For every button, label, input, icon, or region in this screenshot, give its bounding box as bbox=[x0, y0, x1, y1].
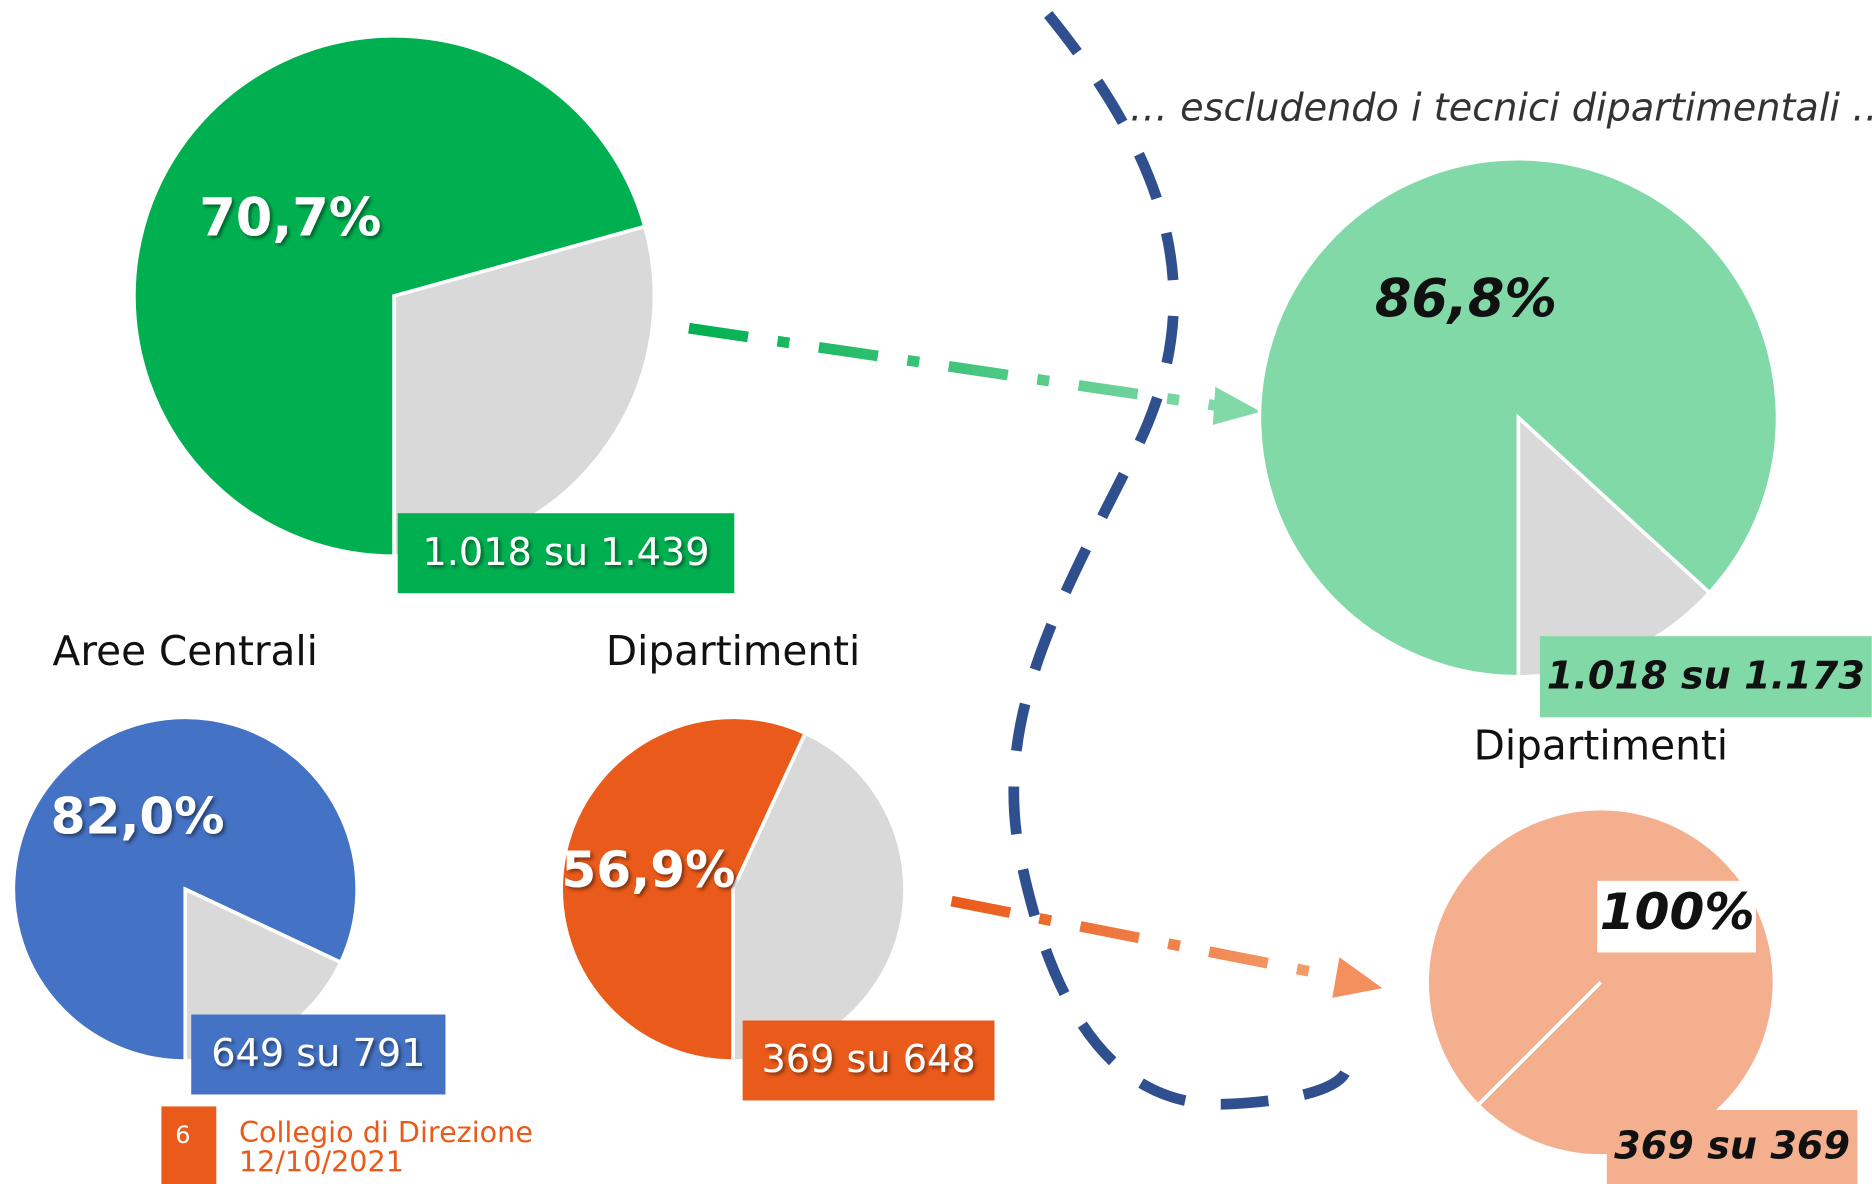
arrow-line bbox=[950, 895, 1336, 982]
count-label: 649 su 791 bbox=[211, 1032, 425, 1076]
footer-line: Collegio di Direzione bbox=[239, 1115, 533, 1149]
value-label: 86,8% bbox=[1375, 269, 1557, 330]
pie-slice bbox=[559, 715, 808, 1063]
arrow-line bbox=[688, 322, 1219, 412]
pie-title: Aree Centrali bbox=[53, 627, 318, 675]
value-label: 82,0% bbox=[51, 786, 225, 845]
label-box bbox=[1597, 880, 1756, 953]
count-label: 369 su 369 bbox=[1614, 1125, 1850, 1169]
arrow-head bbox=[1212, 386, 1261, 425]
value-label: 100% bbox=[1600, 882, 1755, 941]
count-label: 1.018 su 1.439 bbox=[422, 531, 709, 575]
count-label: 1.018 su 1.173 bbox=[1547, 654, 1865, 698]
value-label: 56,9% bbox=[561, 840, 735, 899]
value-label: 70,7% bbox=[199, 187, 381, 248]
count-box bbox=[742, 1020, 995, 1101]
pie-title: Dipartimenti bbox=[1474, 721, 1728, 769]
header-note: … escludendo i tecnici dipartimentali … bbox=[1130, 86, 1872, 130]
arrow-head bbox=[1332, 957, 1383, 998]
divider-curve bbox=[1008, 10, 1352, 1110]
count-label: 369 su 648 bbox=[761, 1038, 975, 1082]
footer-line: 12/10/2021 bbox=[239, 1145, 404, 1179]
count-box bbox=[1539, 636, 1872, 718]
pie-slice bbox=[132, 34, 648, 558]
slice-edge bbox=[1478, 981, 1603, 1106]
count-box bbox=[191, 1014, 446, 1095]
count-box bbox=[1606, 1110, 1858, 1184]
page-badge bbox=[161, 1106, 217, 1184]
pie-title: Dipartimenti bbox=[606, 627, 860, 675]
page-number: 6 bbox=[175, 1121, 190, 1149]
count-box bbox=[397, 513, 735, 594]
